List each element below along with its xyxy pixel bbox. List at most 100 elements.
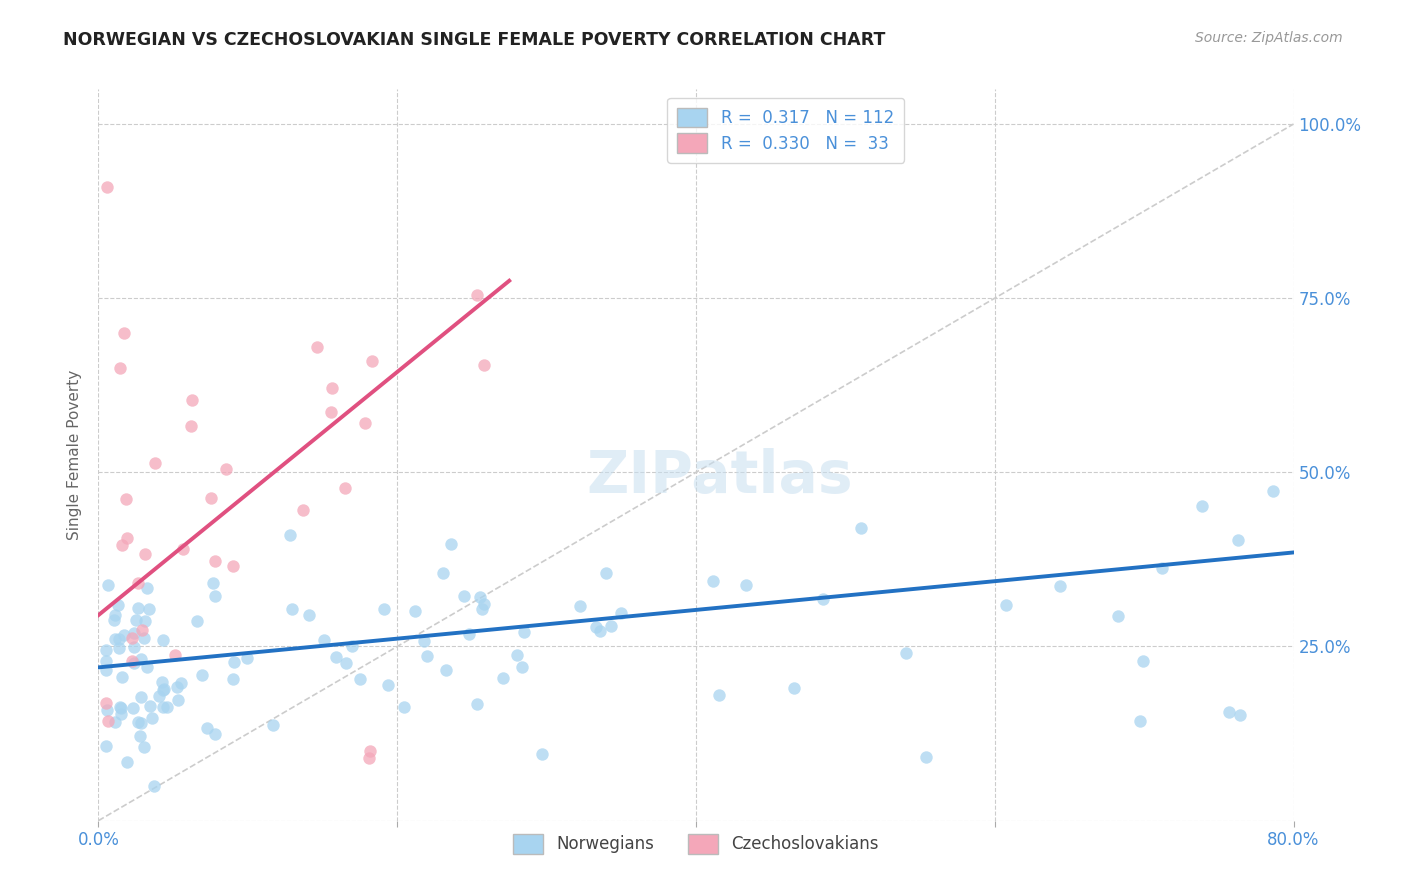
Point — [103, 714, 125, 729]
Point — [458, 627, 481, 641]
Point — [108, 700, 131, 714]
Point — [222, 672, 245, 686]
Point — [195, 721, 218, 735]
Point — [1226, 533, 1249, 547]
Point — [94, 739, 117, 754]
Point — [111, 538, 134, 552]
Point — [115, 531, 138, 545]
Point — [170, 676, 193, 690]
Point — [589, 624, 612, 638]
Point — [1049, 578, 1071, 592]
Point — [121, 631, 143, 645]
Point — [152, 633, 174, 648]
Point — [349, 672, 371, 686]
Point — [110, 360, 132, 375]
Point — [152, 699, 174, 714]
Point — [114, 492, 136, 507]
Text: ZIPatlas: ZIPatlas — [586, 449, 853, 506]
Point — [104, 608, 127, 623]
Point — [530, 747, 553, 761]
Point — [127, 601, 149, 615]
Point — [201, 576, 224, 591]
Point — [143, 456, 166, 470]
Point — [122, 640, 145, 655]
Point — [995, 598, 1018, 612]
Point — [127, 714, 149, 729]
Point — [181, 393, 204, 408]
Point — [139, 698, 162, 713]
Point — [416, 648, 439, 663]
Point — [394, 699, 416, 714]
Point — [609, 607, 631, 621]
Point — [96, 702, 118, 716]
Point — [129, 690, 152, 705]
Point — [200, 491, 222, 505]
Point — [156, 700, 179, 714]
Point — [600, 619, 623, 633]
Point — [110, 701, 132, 715]
Point — [453, 589, 475, 603]
Point — [104, 632, 127, 647]
Point — [134, 632, 156, 646]
Point — [335, 656, 357, 670]
Point — [114, 628, 136, 642]
Y-axis label: Single Female Poverty: Single Female Poverty — [67, 370, 83, 540]
Point — [321, 380, 343, 394]
Point — [492, 671, 515, 685]
Point — [1229, 707, 1251, 722]
Point — [849, 521, 872, 535]
Point — [735, 578, 758, 592]
Point — [96, 696, 118, 710]
Point — [131, 623, 153, 637]
Point — [122, 625, 145, 640]
Point — [1191, 499, 1213, 513]
Point — [134, 547, 156, 561]
Point — [108, 632, 131, 646]
Point — [166, 693, 188, 707]
Text: NORWEGIAN VS CZECHOSLOVAKIAN SINGLE FEMALE POVERTY CORRELATION CHART: NORWEGIAN VS CZECHOSLOVAKIAN SINGLE FEMA… — [63, 31, 886, 49]
Point — [121, 654, 143, 668]
Point — [291, 503, 314, 517]
Point — [142, 779, 165, 793]
Point — [811, 591, 834, 606]
Point — [278, 528, 301, 542]
Point — [191, 668, 214, 682]
Point — [163, 648, 186, 662]
Point — [321, 405, 343, 419]
Point — [359, 751, 381, 765]
Point — [103, 613, 125, 627]
Point — [297, 607, 319, 622]
Point — [136, 581, 159, 595]
Point — [180, 419, 202, 434]
Point — [107, 598, 129, 612]
Point — [412, 633, 434, 648]
Point — [333, 481, 356, 495]
Point — [585, 620, 607, 634]
Point — [132, 739, 155, 754]
Point — [117, 756, 139, 770]
Point — [325, 649, 347, 664]
Point — [465, 697, 488, 711]
Point — [361, 354, 384, 368]
Point — [262, 718, 284, 732]
Point — [136, 660, 159, 674]
Point — [471, 602, 494, 616]
Point — [204, 590, 226, 604]
Point — [236, 651, 259, 665]
Text: Source: ZipAtlas.com: Source: ZipAtlas.com — [1195, 31, 1343, 45]
Point — [215, 461, 238, 475]
Point — [125, 613, 148, 627]
Point — [112, 326, 135, 340]
Point — [96, 179, 118, 194]
Point — [122, 700, 145, 714]
Point — [465, 288, 488, 302]
Point — [506, 648, 529, 662]
Point — [1261, 483, 1284, 498]
Point — [359, 744, 381, 758]
Point — [94, 643, 117, 657]
Point — [94, 663, 117, 677]
Point — [377, 678, 399, 692]
Point — [122, 657, 145, 671]
Point — [204, 554, 226, 568]
Point — [153, 681, 176, 696]
